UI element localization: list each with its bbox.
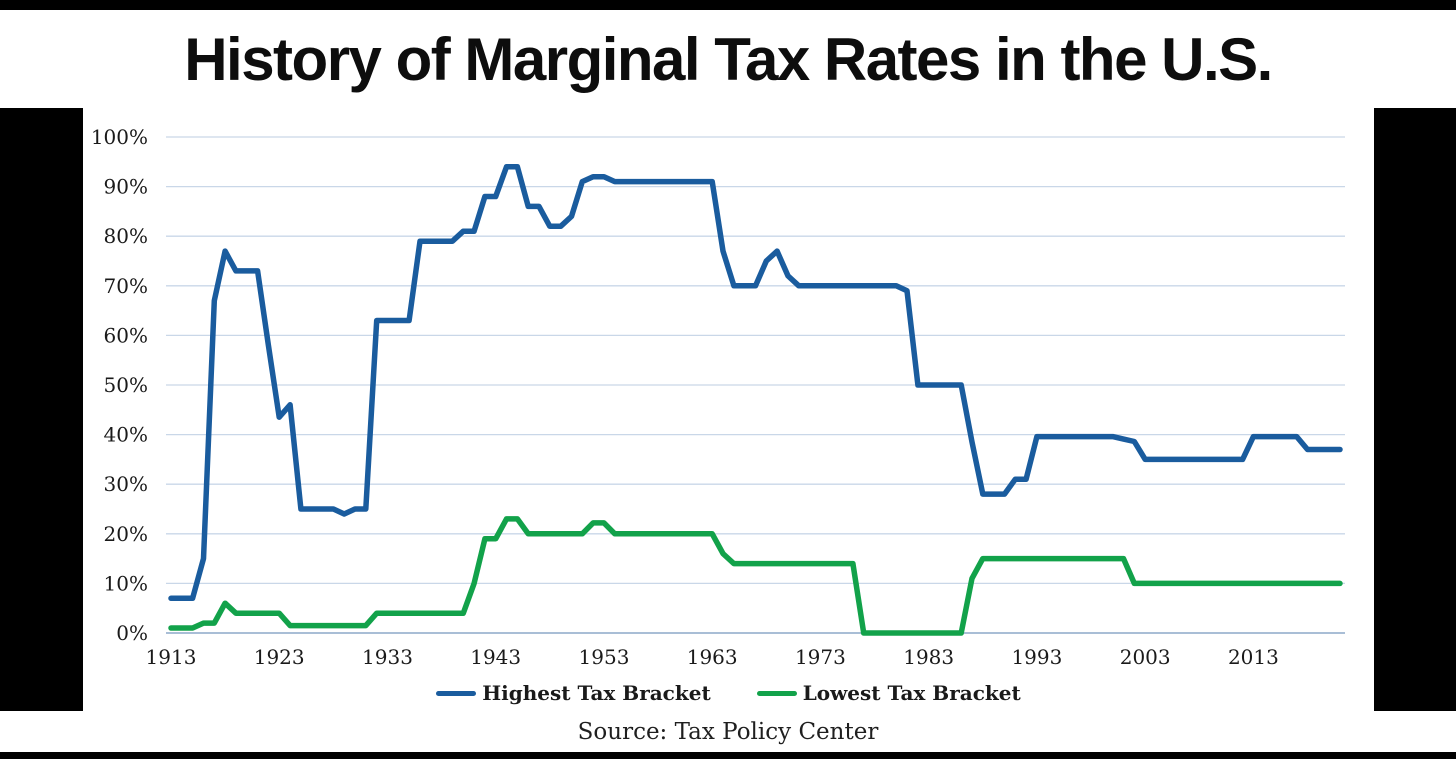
legend-label-highest: Highest Tax Bracket [482,681,711,705]
x-tick-label-1933: 1933 [362,645,413,669]
y-tick-label-20%: 20% [104,522,148,546]
y-tick-label-30%: 30% [104,472,148,496]
y-tick-label-70%: 70% [104,274,148,298]
y-tick-label-90%: 90% [104,175,148,199]
title-strip: History of Marginal Tax Rates in the U.S… [0,10,1456,108]
source-strip: Source: Tax Policy Center [0,711,1456,752]
x-tick-label-1963: 1963 [687,645,738,669]
x-tick-label-1923: 1923 [254,645,305,669]
source-attribution: Source: Tax Policy Center [577,718,879,745]
y-tick-label-40%: 40% [104,423,148,447]
y-tick-label-60%: 60% [104,323,148,347]
x-tick-label-2003: 2003 [1120,645,1171,669]
x-tick-label-1993: 1993 [1011,645,1062,669]
page-title: History of Marginal Tax Rates in the U.S… [184,25,1273,93]
y-tick-label-100%: 100% [91,125,148,149]
legend-item-highest: Highest Tax Bracket [436,681,711,705]
x-tick-label-1973: 1973 [795,645,846,669]
x-tick-label-1983: 1983 [903,645,954,669]
chart-legend: Highest Tax Bracket Lowest Tax Bracket [83,681,1374,705]
chart-region: 0% 10% 20% 30% 40% 50% 60% 70% 80% 90% 100% 1913 192… [83,108,1374,711]
x-tick-label-1913: 1913 [146,645,197,669]
tax-rates-chart: 0% 10% 20% 30% 40% 50% 60% 70% 80% 90% 100% 1913 192… [91,125,1345,669]
highest-tax-bracket-line [168,164,1343,602]
legend-item-lowest: Lowest Tax Bracket [756,681,1021,705]
y-tick-label-80%: 80% [104,224,148,248]
x-tick-label-2013: 2013 [1228,645,1279,669]
y-tick-label-10%: 10% [104,571,148,595]
y-tick-label-50%: 50% [104,373,148,397]
y-tick-label-0%: 0% [116,621,148,645]
x-axis-labels: 1913 1923 1933 1943 1953 1963 1973 1983 1993 2003… [146,645,1279,669]
lowest-line-swatch-icon [756,690,797,696]
y-gridlines [166,136,1345,634]
highest-line-swatch-icon [436,690,477,696]
legend-label-lowest: Lowest Tax Bracket [802,681,1021,705]
x-tick-label-1943: 1943 [470,645,521,669]
y-axis-labels: 0% 10% 20% 30% 40% 50% 60% 70% 80% 90% 100% [91,125,148,645]
x-tick-label-1953: 1953 [579,645,630,669]
lowest-tax-bracket-line [168,516,1343,636]
